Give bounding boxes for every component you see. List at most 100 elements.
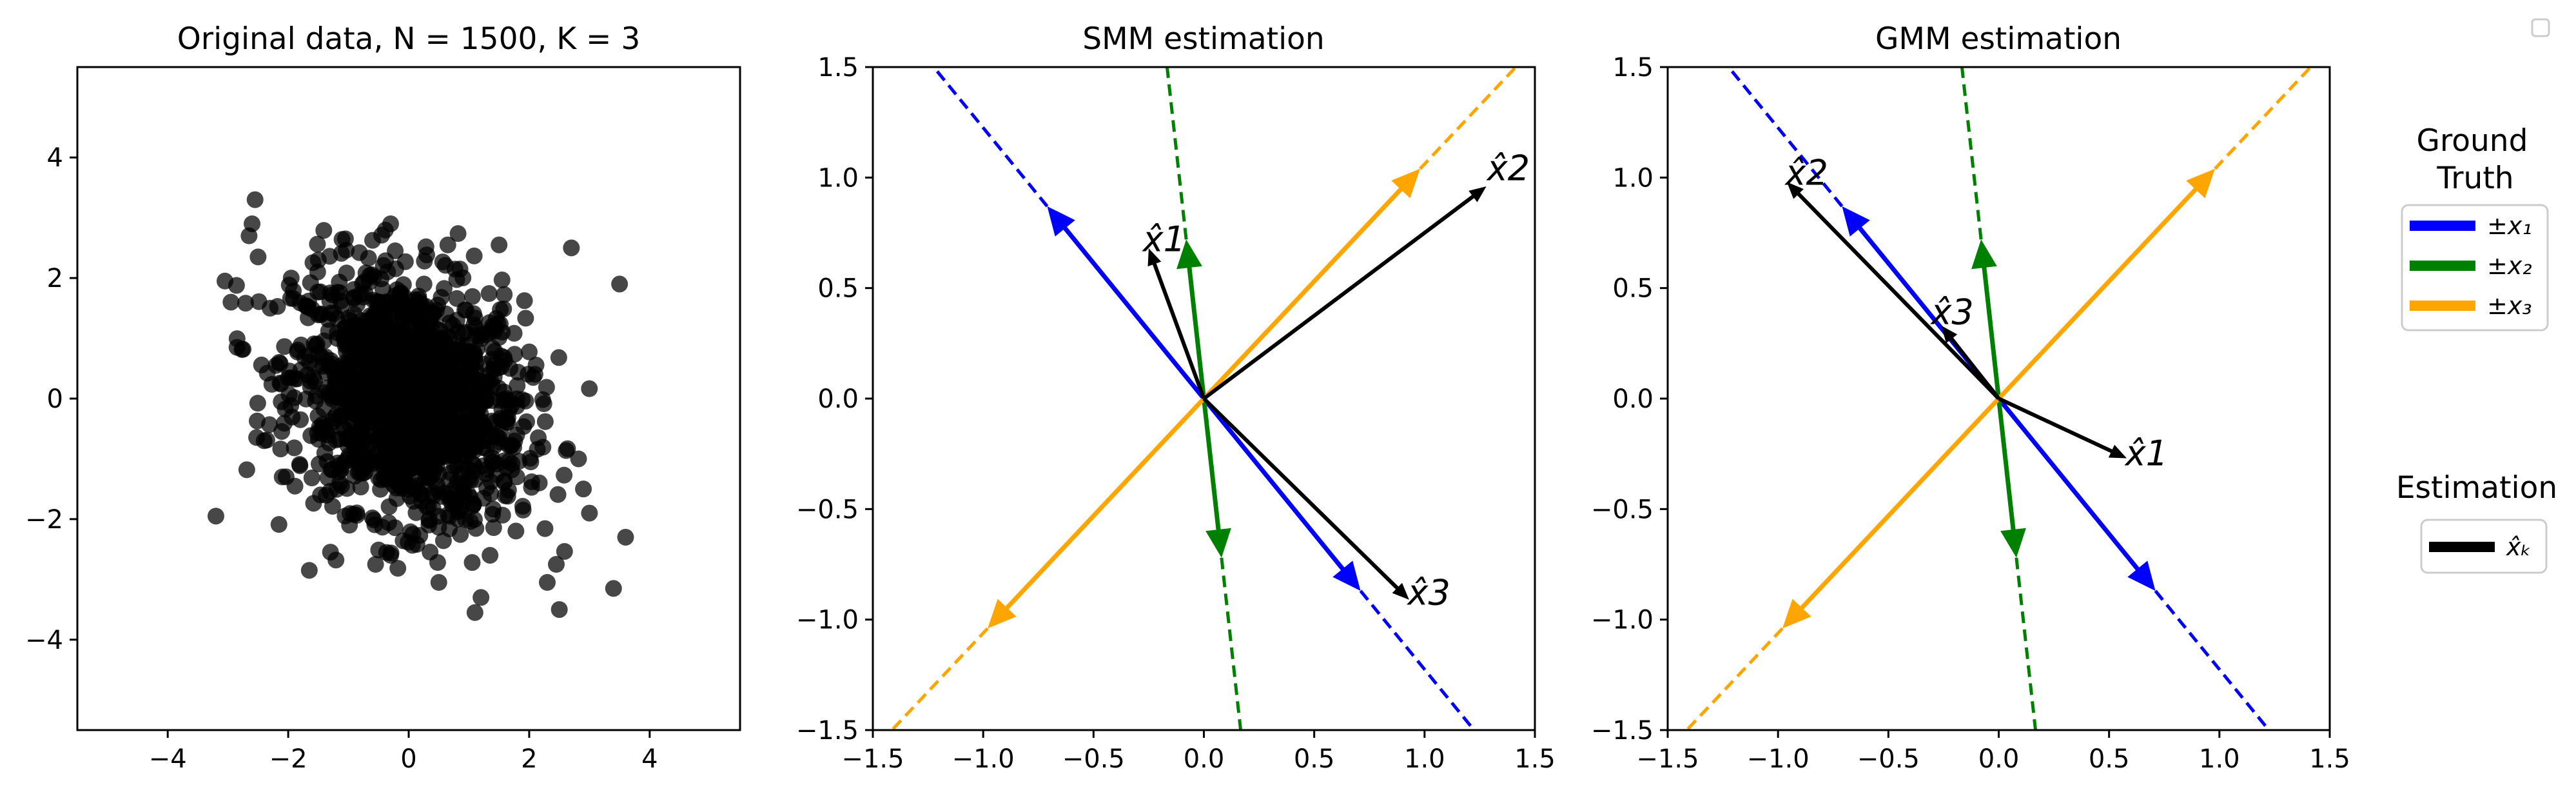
ground-truth-arrowhead (1782, 599, 1811, 629)
data-point (535, 395, 552, 413)
x-tick-label: 1.5 (1514, 744, 1556, 774)
data-point (484, 506, 502, 523)
data-point (273, 393, 290, 410)
vector-layer (890, 67, 1517, 730)
data-point (581, 380, 598, 397)
data-point (348, 504, 366, 522)
data-point (389, 475, 407, 493)
data-point (509, 364, 527, 381)
x-tick-label: 2 (521, 744, 537, 774)
data-point (550, 349, 567, 366)
estimated-vector-label: x̂2 (1486, 148, 1530, 189)
data-point (338, 451, 356, 468)
ground-truth-dashed-line (2154, 589, 2270, 730)
data-point (479, 373, 496, 391)
x-tick-label: −1.0 (952, 744, 1015, 774)
data-point (276, 338, 293, 355)
data-point (380, 430, 398, 448)
ground-truth-arrowhead (1205, 528, 1231, 558)
ground-truth-arrowhead (988, 599, 1017, 629)
data-point (536, 413, 554, 430)
x-tick-label: 1.0 (1404, 744, 1445, 774)
data-point (575, 480, 592, 498)
data-point (462, 513, 479, 530)
data-point (463, 554, 481, 571)
estimation-legend-entries: x̂ₖ (2429, 533, 2532, 561)
smm-axis-ticks: −1.5 −1.0 −0.5 0.0 0.5 1.0 1.5 −1.5 −1.0 −0.5 0.0 0… (796, 53, 1556, 774)
smm-panel: SMM estimation x̂1 x̂2 x̂3 −1.5 −1.0 −0.5 0.0… (796, 21, 1556, 774)
data-point (310, 345, 327, 362)
data-point (405, 453, 422, 471)
data-point (466, 604, 483, 621)
data-point (485, 437, 503, 455)
estimated-vector (1202, 192, 1478, 401)
data-point (514, 501, 532, 519)
data-point (309, 235, 326, 253)
x-tick-label: 1.0 (2199, 744, 2240, 774)
x-tick-label: 0 (400, 744, 416, 774)
data-point (237, 295, 255, 312)
y-tick-label: 0.0 (1612, 384, 1654, 414)
estimation-legend: Estimation x̂ₖ (2396, 470, 2557, 574)
data-point (507, 522, 525, 540)
ground-truth-arrowhead (1971, 239, 1997, 270)
ground-truth-vector (1996, 398, 2016, 533)
data-point (449, 503, 467, 520)
estimated-arrowhead (2108, 444, 2127, 459)
data-point (399, 346, 416, 363)
data-point (496, 473, 513, 491)
data-point (433, 288, 450, 306)
data-point (442, 435, 459, 452)
data-point (480, 285, 498, 302)
data-point (617, 528, 634, 546)
data-point (336, 421, 353, 438)
ground-truth-dashed-line (890, 627, 989, 730)
data-point (360, 250, 377, 267)
data-point (434, 532, 452, 549)
y-tick-label: 1.5 (1612, 53, 1654, 83)
ground-truth-vector (1996, 186, 2200, 401)
data-point (427, 384, 445, 402)
data-point (314, 425, 331, 442)
data-point (352, 479, 369, 496)
gmm-axis-ticks: −1.5 −1.0 −0.5 0.0 0.5 1.0 1.5 −1.5 −1.0 −0.5 0.0 0… (1591, 53, 2350, 774)
data-point (458, 425, 476, 442)
ground-truth-arrowhead (2186, 168, 2215, 199)
y-tick-label: −4 (25, 626, 63, 655)
gmm-title: GMM estimation (1875, 21, 2122, 57)
data-point (485, 519, 502, 537)
data-point (415, 275, 433, 293)
data-point (422, 544, 439, 561)
data-point (309, 252, 327, 269)
x-tick-label: 0.5 (1294, 744, 1335, 774)
x-tick-label: 0.0 (1184, 744, 1225, 774)
data-point (523, 479, 540, 496)
empty-legend-checkbox[interactable] (2531, 18, 2550, 37)
gmm-panel: GMM estimation x̂1 x̂2 x̂3 −1.5 −1.0 −0.5 0.0… (1591, 21, 2350, 774)
data-point (411, 335, 429, 353)
x-tick-label: −0.5 (1062, 744, 1125, 774)
data-point (538, 574, 556, 591)
ground-truth-legend: Ground Truth ±x₁ ±x₂ ±x₃ (2401, 123, 2549, 332)
data-point (516, 292, 533, 310)
data-point (509, 377, 526, 394)
data-point (373, 226, 391, 244)
data-point (324, 461, 341, 479)
data-point (420, 512, 438, 530)
ground-truth-legend-entries: ±x₁ ±x₂ ±x₃ (2410, 212, 2532, 320)
estimated-vector (1151, 259, 1206, 400)
data-point (228, 339, 246, 356)
estimated-arrowhead (1941, 325, 1958, 344)
estimated-arrowhead (1786, 182, 1804, 199)
ground-truth-arrowhead (1176, 239, 1202, 270)
data-point (354, 433, 371, 450)
estimated-arrowhead (1147, 248, 1162, 267)
data-point (362, 357, 380, 374)
gmm-axes-frame (1666, 66, 2331, 731)
data-point (563, 239, 580, 257)
data-point (393, 407, 410, 424)
data-point (556, 466, 573, 484)
data-point (551, 601, 568, 619)
estimated-vector (1998, 397, 2116, 455)
data-point (455, 476, 473, 493)
